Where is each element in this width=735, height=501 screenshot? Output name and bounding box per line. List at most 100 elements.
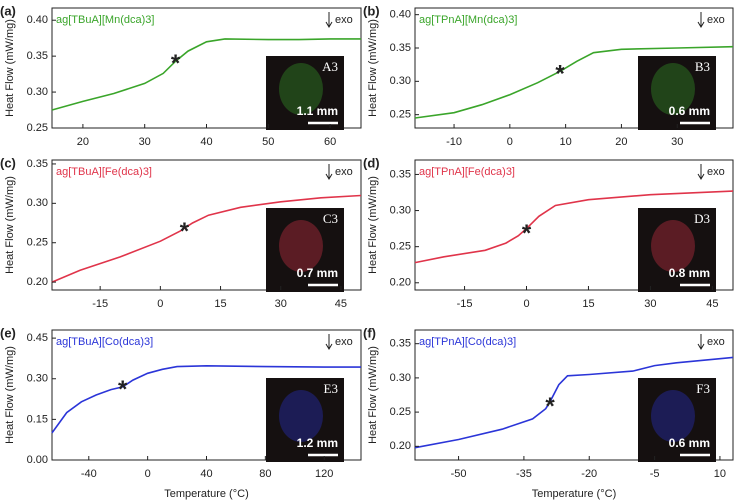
inset-label: E3 (324, 381, 338, 396)
exo-label: exo (707, 336, 725, 348)
y-tick-label: 0.35 (390, 338, 411, 350)
exo-arrow-head (697, 21, 705, 28)
sample-title: ag[TBuA][Fe(dca)3] (56, 166, 152, 178)
x-tick-label: -5 (650, 468, 660, 480)
x-tick-label: 120 (315, 468, 333, 480)
exo-label: exo (707, 166, 725, 178)
x-tick-label: 15 (214, 298, 226, 310)
x-tick-label: -35 (516, 468, 532, 480)
x-tick-label: 60 (324, 136, 336, 148)
y-tick-label: 0.20 (27, 276, 48, 288)
y-tick-label: 0.35 (27, 158, 48, 170)
x-tick-label: -20 (581, 468, 597, 480)
transition-marker: * (180, 218, 190, 245)
scale-label: 1.1 mm (297, 104, 338, 118)
crystal (279, 390, 323, 442)
x-tick-label: 0 (507, 136, 513, 148)
heat-flow-curve (51, 194, 362, 283)
x-tick-label: -40 (81, 468, 97, 480)
exo-label: exo (335, 166, 353, 178)
transition-marker: * (545, 393, 555, 420)
y-tick-label: 0.20 (390, 440, 411, 452)
scale-label: 0.8 mm (669, 266, 710, 280)
sample-title: ag[TPnA][Mn(dca)3] (419, 14, 517, 26)
x-tick-label: 0 (523, 298, 529, 310)
y-tick-label: 0.25 (390, 109, 411, 121)
y-tick-label: 0.30 (27, 197, 48, 209)
inset-photo (266, 56, 344, 130)
sample-title: ag[TBuA][Mn(dca)3] (56, 14, 154, 26)
x-tick-label: 45 (706, 298, 718, 310)
x-tick-label: 40 (200, 136, 212, 148)
inset-label: C3 (323, 211, 338, 226)
y-tick-label: 0.35 (27, 50, 48, 62)
panel-label: (b) (363, 3, 380, 18)
transition-marker: * (555, 61, 565, 88)
x-tick-label: 30 (275, 298, 287, 310)
x-tick-label: -15 (92, 298, 108, 310)
y-tick-label: 0.15 (27, 413, 48, 425)
x-tick-label: 0 (157, 298, 163, 310)
exo-arrow-head (325, 343, 333, 350)
y-tick-label: 0.35 (390, 168, 411, 180)
inset-label: B3 (695, 59, 710, 74)
inset-label: A3 (322, 59, 338, 74)
panel-label: (d) (363, 155, 380, 170)
y-axis-label: Heat Flow (mW/mg) (4, 346, 16, 444)
y-tick-label: 0.25 (27, 237, 48, 249)
inset-photo (266, 378, 344, 462)
scale-label: 0.6 mm (669, 104, 710, 118)
x-axis-label: Temperature (°C) (164, 488, 248, 500)
panel-label: (a) (0, 3, 16, 18)
y-axis-label: Heat Flow (mW/mg) (4, 176, 16, 274)
exo-arrow-head (325, 21, 333, 28)
exo-label: exo (335, 14, 353, 26)
y-tick-label: 0.25 (390, 406, 411, 418)
inset-photo (266, 208, 344, 292)
sample-title: ag[TPnA][Fe(dca)3] (419, 166, 515, 178)
plot-frame (414, 7, 734, 129)
x-tick-label: 40 (200, 468, 212, 480)
exo-label: exo (335, 336, 353, 348)
y-tick-label: 0.00 (27, 454, 48, 466)
scale-label: 0.6 mm (669, 436, 710, 450)
inset-label: D3 (694, 211, 710, 226)
exo-label: exo (707, 14, 725, 26)
x-tick-label: 20 (77, 136, 89, 148)
heat-flow-curve (51, 38, 361, 111)
y-tick-label: 0.20 (390, 277, 411, 289)
x-tick-label: 80 (259, 468, 271, 480)
x-tick-label: 30 (671, 136, 683, 148)
exo-arrow-head (697, 173, 705, 180)
x-tick-label: -10 (446, 136, 462, 148)
heat-flow-curve (414, 45, 734, 119)
x-tick-label: -15 (457, 298, 473, 310)
y-tick-label: 0.40 (390, 9, 411, 21)
panel-label: (f) (363, 325, 376, 340)
y-axis-label: Heat Flow (mW/mg) (367, 346, 379, 444)
panel-label: (c) (0, 155, 16, 170)
scale-label: 0.7 mm (297, 266, 338, 280)
x-tick-label: 10 (560, 136, 572, 148)
heat-flow-curve (51, 364, 361, 434)
crystal (651, 63, 695, 115)
inset-label: F3 (696, 381, 710, 396)
y-tick-label: 0.30 (27, 86, 48, 98)
x-tick-label: 10 (714, 468, 726, 480)
inset-photo (638, 378, 716, 462)
y-axis-label: Heat Flow (mW/mg) (367, 19, 379, 117)
plot-frame (51, 159, 362, 291)
y-tick-label: 0.25 (27, 122, 48, 134)
crystal (651, 390, 695, 442)
y-tick-label: 0.30 (390, 204, 411, 216)
crystal (279, 63, 323, 115)
x-tick-label: 20 (615, 136, 627, 148)
y-tick-label: 0.45 (27, 332, 48, 344)
y-tick-label: 0.25 (390, 241, 411, 253)
exo-arrow-head (697, 343, 705, 350)
x-tick-label: 0 (145, 468, 151, 480)
x-tick-label: 30 (139, 136, 151, 148)
y-axis-label: Heat Flow (mW/mg) (4, 19, 16, 117)
panel-label: (e) (0, 325, 16, 340)
